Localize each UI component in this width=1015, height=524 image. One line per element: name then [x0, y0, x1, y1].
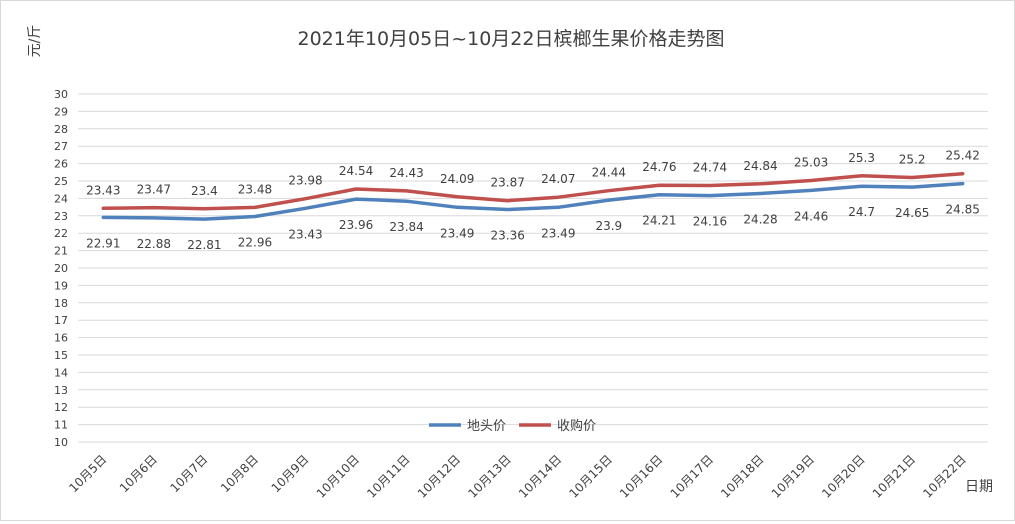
y-tick-label: 18 [54, 297, 68, 310]
x-tick-label: 10月18日 [718, 452, 766, 500]
data-label: 24.43 [389, 166, 423, 180]
y-tick-label: 15 [54, 349, 68, 362]
data-label: 23.43 [288, 227, 322, 241]
x-tick-label: 10月5日 [66, 452, 109, 495]
y-tick-label: 20 [54, 262, 68, 275]
x-tick-label: 10月11日 [364, 452, 412, 500]
x-tick-label: 10月10日 [314, 452, 362, 500]
series-lines [101, 171, 965, 221]
y-tick-label: 13 [54, 384, 68, 397]
data-label: 25.42 [946, 149, 980, 163]
y-tick-label: 12 [54, 401, 68, 414]
data-label: 24.54 [339, 164, 373, 178]
y-axis-label: 元/斤 [27, 25, 43, 58]
y-tick-label: 24 [54, 192, 68, 205]
series-line-1 [101, 181, 965, 221]
data-label: 22.91 [86, 236, 120, 250]
data-label: 24.16 [693, 215, 727, 229]
y-tick-label: 10 [54, 436, 68, 449]
x-tick-label: 10月6日 [117, 452, 160, 495]
data-label: 23.49 [541, 226, 575, 240]
chart-title: 2021年10月05日~10月22日槟榔生果价格走势图 [298, 28, 725, 50]
x-tick-label: 10月9日 [269, 452, 312, 495]
data-label: 23.96 [339, 218, 373, 232]
data-label: 23.49 [440, 226, 474, 240]
y-tick-label: 21 [54, 245, 68, 258]
data-label: 23.9 [595, 219, 622, 233]
x-tick-label: 10月20日 [819, 452, 867, 500]
y-tick-label: 23 [54, 210, 68, 223]
data-label: 23.98 [288, 174, 322, 188]
data-label: 22.81 [187, 238, 221, 252]
data-label: 23.84 [389, 220, 423, 234]
x-tick-label: 10月8日 [218, 452, 261, 495]
x-axis-label: 日期 [965, 479, 993, 495]
data-label: 24.28 [743, 213, 777, 227]
data-labels: 22.91 22.88 22.81 22.96 23.43 23.96 23.84 23.49… [86, 149, 980, 252]
data-label: 24.65 [895, 206, 929, 220]
data-label: 23.48 [238, 182, 272, 196]
x-tick-labels: 10月5日 10月6日 10月7日 10月8日 10月9日 10月10日 10月11日 10月… [66, 452, 969, 500]
x-tick-label: 10月17日 [668, 452, 716, 500]
x-tick-label: 10月21日 [870, 452, 918, 500]
data-label: 22.96 [238, 235, 272, 249]
y-tick-labels: 10 11 12 13 14 15 16 17 18 19 20 21 22 23 24 25 26 27 28 29… [54, 88, 68, 449]
legend-label: 收购价 [557, 418, 596, 434]
x-tick-label: 10月22日 [920, 452, 968, 500]
data-label: 24.74 [693, 161, 727, 175]
x-tick-label: 10月15日 [566, 452, 614, 500]
x-tick-label: 10月12日 [415, 452, 463, 500]
data-label: 24.76 [642, 160, 676, 174]
y-tick-label: 22 [54, 227, 68, 240]
legend-label: 地头价 [467, 419, 506, 434]
x-tick-label: 10月13日 [465, 452, 513, 500]
data-label: 24.07 [541, 172, 575, 186]
y-tick-label: 30 [54, 88, 68, 101]
data-label: 25.3 [848, 151, 875, 165]
data-label: 25.03 [794, 155, 828, 169]
x-tick-label: 10月19日 [769, 452, 817, 500]
x-tick-label: 10月14日 [516, 452, 564, 500]
data-label: 24.7 [848, 205, 875, 219]
data-label: 23.47 [137, 183, 171, 197]
data-label: 23.4 [191, 184, 218, 198]
y-tick-label: 28 [54, 123, 68, 136]
y-tick-label: 11 [54, 419, 68, 432]
data-label: 24.85 [946, 203, 980, 217]
data-label: 24.21 [642, 214, 676, 228]
data-label: 24.84 [743, 159, 777, 173]
legend: 地头价 收购价 [429, 418, 596, 434]
data-label: 24.09 [440, 172, 474, 186]
y-tick-label: 27 [54, 140, 68, 153]
data-label: 25.2 [899, 153, 926, 167]
x-tick-label: 10月7日 [167, 452, 210, 495]
data-label: 24.46 [794, 209, 828, 223]
data-label: 23.87 [491, 176, 525, 190]
y-tick-label: 16 [54, 332, 68, 345]
y-tick-label: 19 [54, 279, 68, 292]
data-label: 23.43 [86, 183, 120, 197]
data-label: 23.36 [491, 229, 525, 243]
y-tick-label: 29 [54, 105, 68, 118]
y-tick-label: 26 [54, 158, 68, 171]
series-line-2 [101, 171, 965, 211]
y-tick-label: 25 [54, 175, 68, 188]
x-tick-label: 10月16日 [617, 452, 665, 500]
y-tick-label: 17 [54, 314, 68, 327]
y-tick-label: 14 [54, 366, 68, 379]
data-label: 22.88 [137, 237, 171, 251]
gridlines [78, 93, 988, 443]
data-label: 24.44 [592, 166, 626, 180]
